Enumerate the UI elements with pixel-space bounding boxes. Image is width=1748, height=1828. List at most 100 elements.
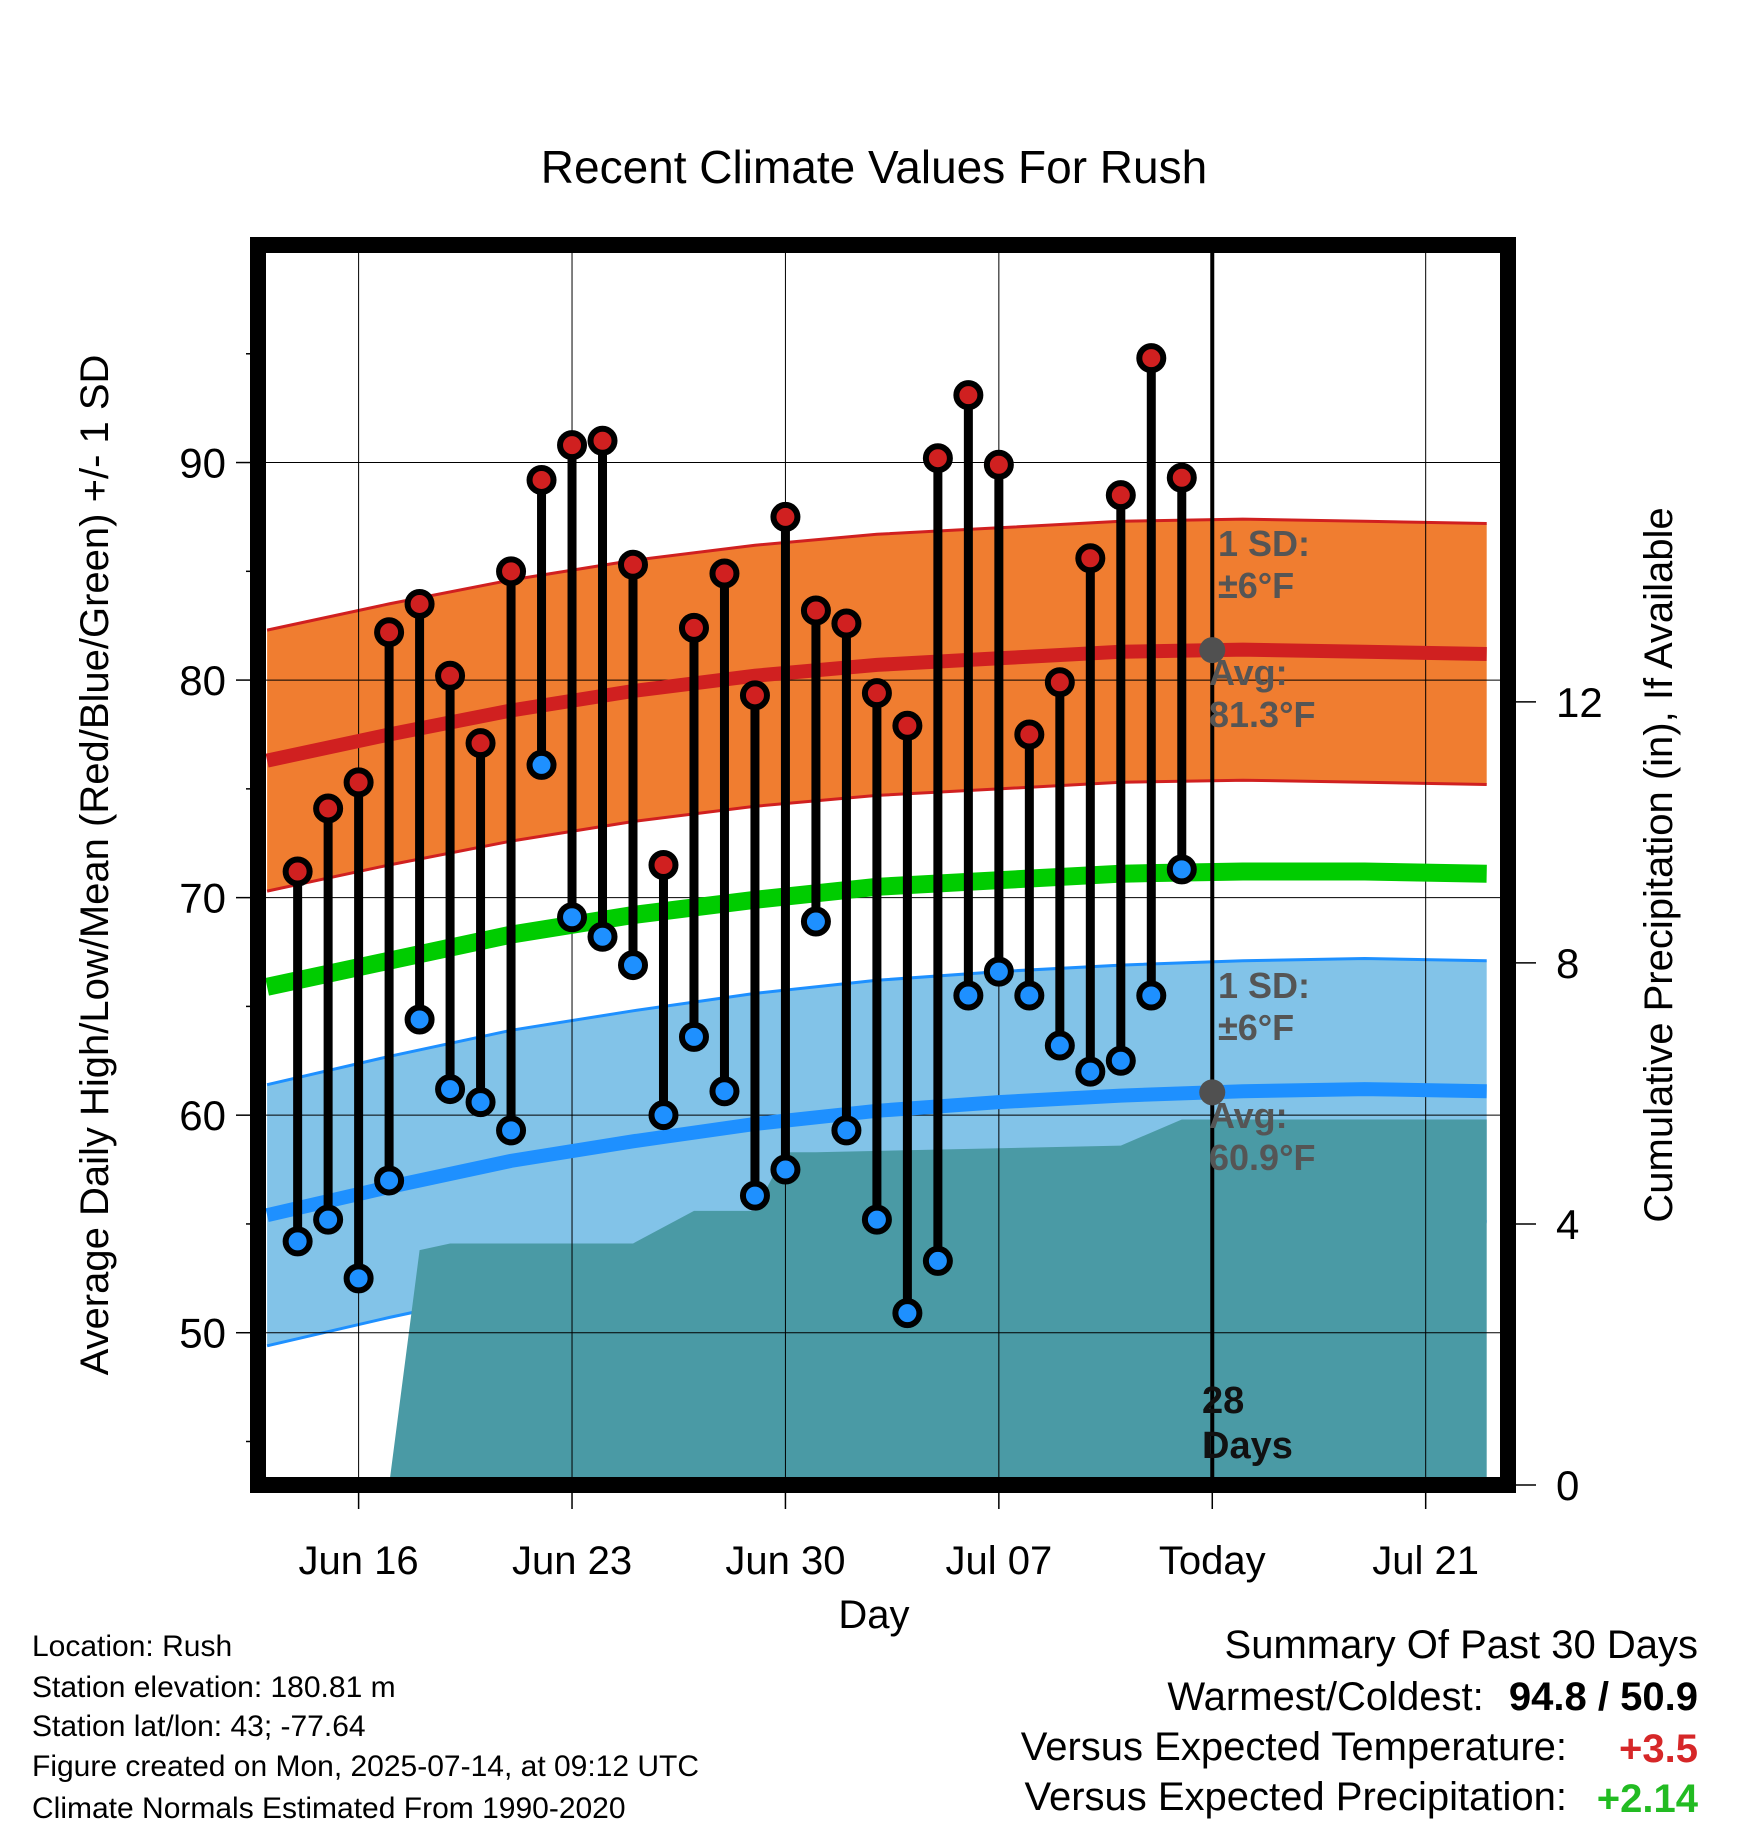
day-low-marker xyxy=(892,1298,923,1329)
location-text: Location: Rush xyxy=(32,1630,232,1663)
elevation-text: Station elevation: 180.81 m xyxy=(32,1671,396,1704)
y2-tick-label: 12 xyxy=(1556,679,1603,726)
summary-panel: Summary Of Past 30 Days Warmest/Coldest:… xyxy=(1021,1623,1699,1821)
precip-value: +2.14 xyxy=(1597,1777,1699,1821)
y2-axis-label: Cumulative Precipitation (in), If Availa… xyxy=(1637,507,1681,1222)
normal-high-line xyxy=(265,642,1487,768)
day-high-marker xyxy=(739,680,770,711)
day-low-marker xyxy=(800,906,831,937)
day-high-marker xyxy=(770,501,801,532)
day-low-marker xyxy=(435,1074,466,1105)
precip-label: Versus Expected Precipitation: xyxy=(1024,1775,1567,1819)
day-low-marker xyxy=(1014,980,1045,1011)
y-tick-label: 60 xyxy=(179,1092,226,1139)
temp-value: +3.5 xyxy=(1619,1727,1698,1771)
day-high-marker xyxy=(282,856,313,887)
days-label: Days xyxy=(1202,1425,1293,1467)
days-annotation: 28 Days xyxy=(1202,1380,1293,1467)
low-sd-value: ±6°F xyxy=(1218,1007,1294,1048)
day-low-marker xyxy=(922,1245,953,1276)
day-low-marker xyxy=(587,921,618,952)
x-axis-label: Day xyxy=(838,1593,909,1637)
low-avg-value: 60.9°F xyxy=(1209,1137,1315,1178)
latlon-text: Station lat/lon: 43; -77.64 xyxy=(32,1710,366,1743)
day-low-marker xyxy=(282,1226,313,1257)
day-high-marker xyxy=(465,728,496,759)
y2-tick-label: 4 xyxy=(1556,1201,1579,1248)
day-low-marker xyxy=(739,1180,770,1211)
left-axis: 50 60 70 80 90 xyxy=(179,353,250,1443)
day-low-marker xyxy=(1166,854,1197,885)
y2-tick-label: 8 xyxy=(1556,940,1579,987)
day-high-marker xyxy=(678,612,709,643)
day-low-marker xyxy=(709,1076,740,1107)
day-high-marker xyxy=(526,464,557,495)
day-high-marker xyxy=(831,608,862,639)
day-high-marker xyxy=(648,850,679,880)
summary-warmest-row: Warmest/Coldest: 94.8 / 50.9 xyxy=(1167,1675,1698,1719)
day-low-marker xyxy=(953,980,984,1011)
day-low-marker xyxy=(770,1154,801,1185)
day-low-marker xyxy=(343,1263,374,1294)
day-low-marker xyxy=(404,1004,435,1035)
summary-title: Summary Of Past 30 Days xyxy=(1225,1623,1698,1667)
day-high-marker xyxy=(557,430,588,461)
daily-range-bars xyxy=(293,358,1187,1314)
daily-markers xyxy=(282,343,1226,1329)
y-axis-label: Average Daily High/Low/Mean (Red/Blue/Gr… xyxy=(73,355,117,1376)
high-avg-value: 81.3°F xyxy=(1209,694,1315,735)
created-text: Figure created on Mon, 2025-07-14, at 09… xyxy=(32,1750,699,1783)
y-tick-label: 50 xyxy=(179,1310,226,1357)
day-low-marker xyxy=(465,1087,496,1118)
y2-tick-label: 0 xyxy=(1556,1462,1579,1509)
x-tick-label: Jun 16 xyxy=(299,1539,419,1583)
day-high-marker xyxy=(587,425,618,456)
high-annotations: 1 SD: ±6°F Avg: 81.3°F 1 SD: ±6°F Avg: 6… xyxy=(1209,523,1315,1178)
day-low-marker xyxy=(831,1115,862,1146)
today-avg-high-marker xyxy=(1199,637,1226,664)
day-high-marker xyxy=(343,767,374,798)
day-high-marker xyxy=(922,443,953,474)
low-sd-label: 1 SD: xyxy=(1218,965,1310,1006)
warmest-label: Warmest/Coldest: xyxy=(1167,1675,1483,1719)
day-high-marker xyxy=(892,710,923,741)
today-avg-low-marker xyxy=(1199,1079,1226,1106)
day-high-marker xyxy=(709,558,740,589)
right-axis: 0 4 8 12 xyxy=(1516,679,1603,1509)
day-high-marker xyxy=(404,588,435,619)
day-low-marker xyxy=(1136,980,1167,1011)
day-high-marker xyxy=(1075,543,1106,574)
normals-text: Climate Normals Estimated From 1990-2020 xyxy=(32,1792,626,1825)
day-low-marker xyxy=(557,902,588,933)
day-high-marker xyxy=(435,660,466,691)
day-high-marker xyxy=(861,678,892,709)
day-high-marker xyxy=(313,793,344,824)
day-low-marker xyxy=(618,950,648,981)
x-tick-label: Jul 21 xyxy=(1372,1539,1479,1583)
warmest-low: 50.9 xyxy=(1620,1675,1698,1719)
day-high-marker xyxy=(618,549,648,580)
chart-title: Recent Climate Values For Rush xyxy=(541,141,1207,193)
day-high-marker xyxy=(1136,343,1167,374)
y-tick-label: 70 xyxy=(179,875,226,922)
day-low-marker xyxy=(374,1165,405,1196)
day-low-marker xyxy=(1075,1056,1106,1087)
high-sd-value: ±6°F xyxy=(1218,565,1294,606)
day-low-marker xyxy=(861,1204,892,1235)
x-tick-label: Today xyxy=(1159,1539,1266,1583)
high-sd-label: 1 SD: xyxy=(1218,523,1310,564)
high-avg-label: Avg: xyxy=(1209,652,1288,693)
day-low-marker xyxy=(313,1204,344,1235)
station-info: Location: Rush Station elevation: 180.81… xyxy=(32,1630,699,1825)
day-high-marker xyxy=(1044,667,1075,698)
day-high-marker xyxy=(1014,719,1045,750)
high-band-upper-edge xyxy=(266,517,1487,632)
day-high-marker xyxy=(953,380,984,411)
days-count: 28 xyxy=(1202,1380,1244,1422)
bottom-axis: Jun 16 Jun 23 Jun 30 Jul 07 Today Jul 21 xyxy=(299,1493,1479,1583)
temp-label: Versus Expected Temperature: xyxy=(1021,1725,1567,1769)
day-high-marker xyxy=(1105,480,1136,511)
day-high-marker xyxy=(374,617,405,648)
day-low-marker xyxy=(1044,1030,1075,1061)
